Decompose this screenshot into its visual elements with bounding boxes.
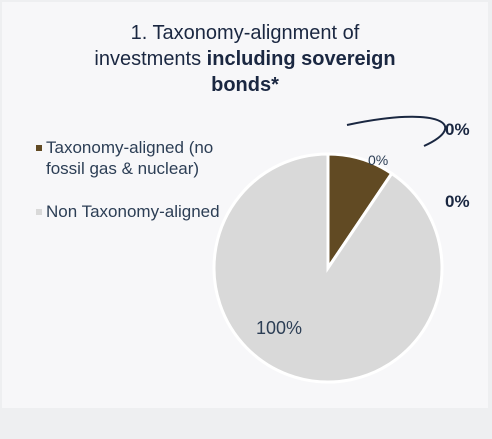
title-line-1: 1. Taxonomy-alignment of	[130, 22, 360, 44]
callout-label-1: 0%	[445, 120, 470, 139]
legend-swatch-non-aligned	[36, 209, 42, 215]
title-bold-2: bonds*	[211, 74, 279, 96]
legend-label-non-aligned: Non Taxonomy-aligned	[46, 202, 220, 221]
legend-item-non-aligned: Non Taxonomy-aligned	[36, 201, 236, 222]
chart-legend: Taxonomy-aligned (no fossil gas & nuclea…	[36, 137, 236, 244]
legend-label-aligned: Taxonomy-aligned (no fossil gas & nuclea…	[46, 138, 214, 178]
pie-slice-non-aligned	[212, 152, 444, 384]
callout-label-2: 0%	[445, 192, 470, 211]
title-bold-1: including sovereign	[206, 48, 396, 70]
legend-swatch-aligned	[36, 145, 42, 151]
chart-title: 1. Taxonomy-alignment of investments inc…	[30, 20, 460, 98]
title-line-2: investments	[94, 48, 207, 70]
slice-label-non-aligned: 100%	[256, 318, 302, 338]
slice-label-aligned: 0%	[368, 152, 388, 168]
callout-leader-line	[346, 115, 447, 147]
legend-item-aligned: Taxonomy-aligned (no fossil gas & nuclea…	[36, 137, 236, 179]
